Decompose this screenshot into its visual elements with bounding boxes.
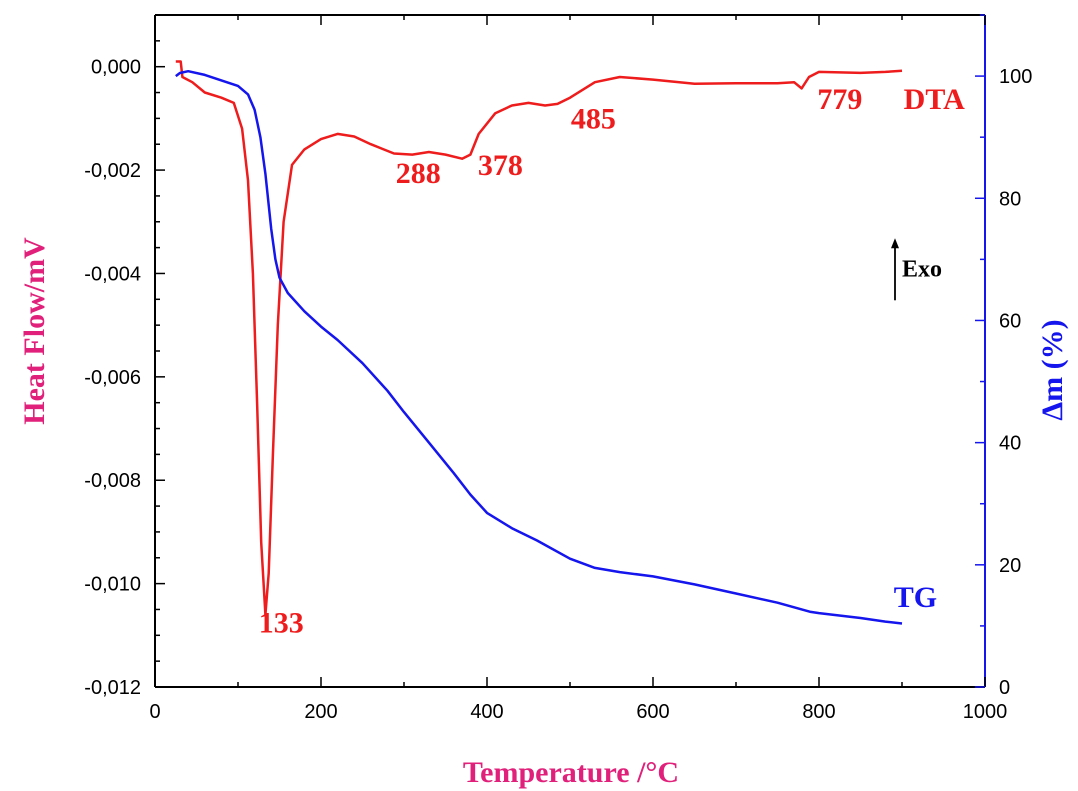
series-line-dta	[175, 60, 903, 616]
y-left-tick-label: 0,000	[91, 57, 141, 79]
x-axis-title: Temperature /°C	[463, 756, 679, 789]
annotation-dta: DTA	[904, 83, 965, 116]
x-tick-label: 400	[470, 701, 503, 723]
exo-arrow-head	[891, 238, 899, 249]
x-tick-label: 1000	[963, 701, 1008, 723]
annotation-288: 288	[396, 157, 441, 190]
annotation-779: 779	[817, 83, 862, 116]
y-left-tick-label: -0,008	[84, 470, 141, 492]
annotation-133: 133	[259, 607, 304, 640]
annotation-378: 378	[478, 149, 523, 182]
x-tick-label: 800	[802, 701, 835, 723]
y-right-tick-label: 40	[999, 433, 1021, 455]
series-line-tg	[175, 69, 903, 625]
axes-layer: 0 200 400 600 800 10000,000-0,002-0,004-0,006…	[84, 14, 1032, 723]
y-left-tick-label: -0,006	[84, 367, 141, 389]
y-left-tick-label: -0,012	[84, 677, 141, 699]
series-layer	[175, 60, 903, 625]
y-right-tick-label: 80	[999, 188, 1021, 210]
y-right-tick-label: 20	[999, 555, 1021, 577]
y-left-tick-label: -0,004	[84, 263, 141, 285]
x-tick-label: 200	[304, 701, 337, 723]
annotation-tg: TG	[894, 581, 937, 614]
x-tick-label: 0	[149, 701, 160, 723]
y-right-tick-label: 0	[999, 677, 1010, 699]
y-left-tick-label: -0,002	[84, 160, 141, 182]
x-tick-label: 600	[636, 701, 669, 723]
annotation-485: 485	[571, 103, 616, 136]
y-right-tick-label: 100	[999, 66, 1032, 88]
annotation-layer: 133 288 378 485 779 DTA TG Exo	[259, 83, 965, 640]
y-right-axis-title: Δm (%)	[1036, 319, 1069, 420]
y-left-axis-title: Heat Flow/mV	[18, 237, 51, 425]
y-right-tick-label: 60	[999, 310, 1021, 332]
exo-label: Exo	[902, 256, 942, 282]
y-left-tick-label: -0,010	[84, 574, 141, 596]
